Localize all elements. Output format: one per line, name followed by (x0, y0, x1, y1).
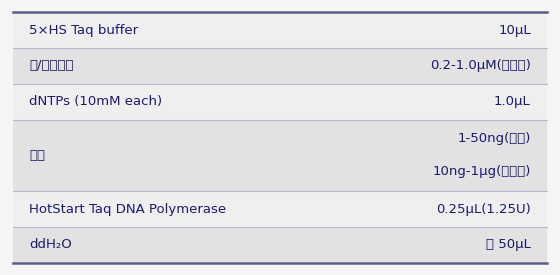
Text: 至 50μL: 至 50μL (486, 238, 531, 251)
Bar (12, 12, 548, 48)
Bar (12, 227, 548, 263)
Bar (12, 48, 548, 84)
Text: 10μL: 10μL (498, 24, 531, 37)
Text: 上/下游引物: 上/下游引物 (29, 59, 74, 72)
Bar (12, 84, 548, 120)
Text: 模板: 模板 (29, 149, 45, 162)
Text: 1.0μL: 1.0μL (494, 95, 531, 108)
Text: 1-50ng(质粒): 1-50ng(质粒) (458, 133, 531, 145)
Text: 10ng-1μg(基因组): 10ng-1μg(基因组) (432, 165, 531, 178)
Text: HotStart Taq DNA Polymerase: HotStart Taq DNA Polymerase (29, 203, 226, 216)
Text: 5×HS Taq buffer: 5×HS Taq buffer (29, 24, 138, 37)
Text: ddH₂O: ddH₂O (29, 238, 72, 251)
Bar (12, 120, 548, 191)
Text: dNTPs (10mM each): dNTPs (10mM each) (29, 95, 162, 108)
Bar (12, 191, 548, 227)
Text: 0.25μL(1.25U): 0.25μL(1.25U) (436, 203, 531, 216)
Text: 0.2-1.0μM(终浓度): 0.2-1.0μM(终浓度) (430, 59, 531, 72)
